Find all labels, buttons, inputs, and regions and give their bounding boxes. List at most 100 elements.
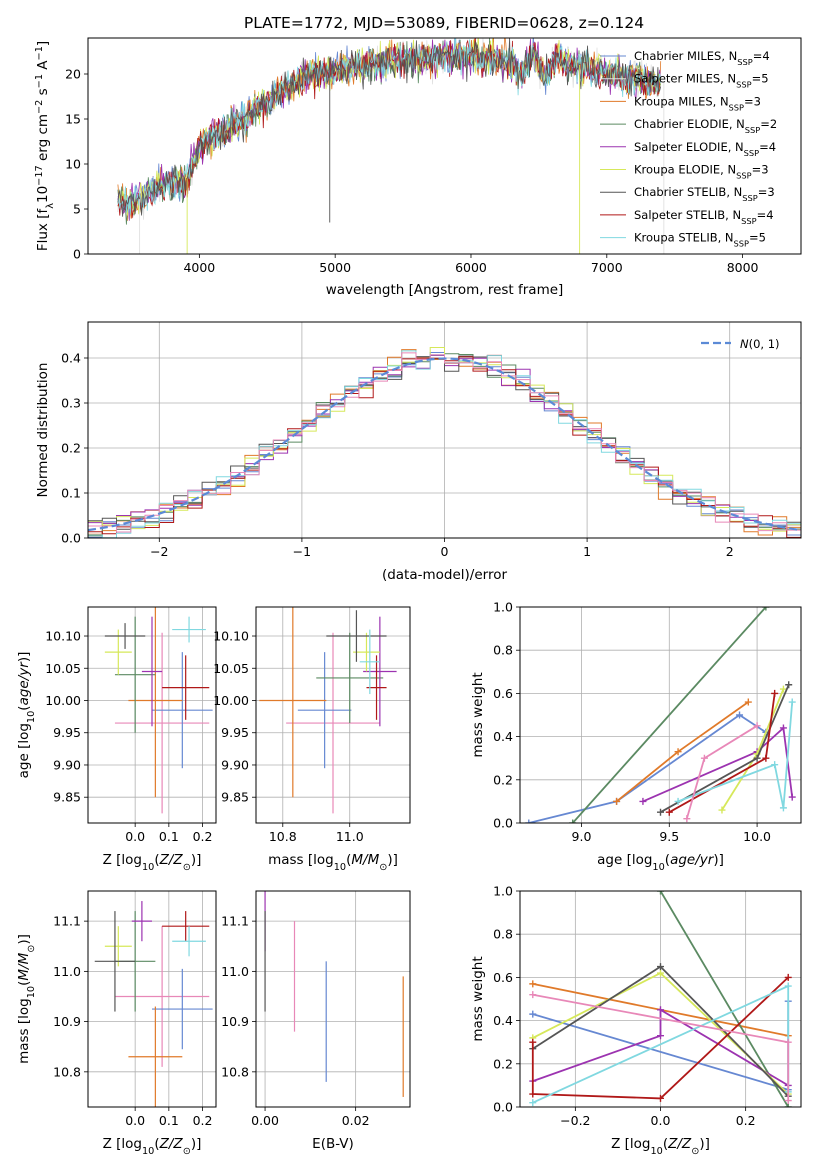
errorbar-point xyxy=(128,607,183,798)
x-tick-label: 10.8 xyxy=(269,829,297,844)
weight-line xyxy=(659,891,789,1107)
y-tick-label: 9.90 xyxy=(221,757,249,772)
weight-marker xyxy=(529,1099,537,1107)
legend-label: Chabrier STELIB, NSSP=3 xyxy=(634,185,775,203)
weight-marker xyxy=(683,815,691,823)
y-tick-label: 11.1 xyxy=(221,914,249,929)
y-tick-label: 10.8 xyxy=(53,1064,81,1079)
mass_vs_Z-points-group xyxy=(94,901,213,1107)
weight-marker xyxy=(525,819,533,823)
y-tick-label: 0.1 xyxy=(61,486,81,501)
weight-marker xyxy=(674,797,682,805)
mass_vs_Z-xlabel: Z [log10(Z/Z⊙)] xyxy=(103,1136,202,1157)
spectrum-panel: 4000 5000 6000 7000 8000 0 5 10 15 20 wavelength [… xyxy=(34,37,802,298)
weight-series-5 xyxy=(657,681,793,816)
weight-marker xyxy=(753,754,761,762)
y-tick-label: 0.4 xyxy=(61,351,81,366)
y-tick-label: 10.10 xyxy=(213,629,249,644)
x-tick-label: 4000 xyxy=(183,260,215,275)
weight-line xyxy=(677,701,794,809)
legend-label: Chabrier MILES, NSSP=4 xyxy=(634,49,770,67)
errorbar-point xyxy=(152,968,213,1050)
y-tick-label: 0.4 xyxy=(493,729,513,744)
weight-marker xyxy=(529,1010,537,1018)
x-tick-label: 0.0 xyxy=(125,1113,145,1128)
y-tick-label: 0.8 xyxy=(493,927,513,942)
age_vs_Z-points-group xyxy=(104,607,213,814)
x-tick-label: 0.2 xyxy=(736,1113,756,1128)
y-tick-label: 10.10 xyxy=(45,629,81,644)
weight-series-2 xyxy=(569,607,770,823)
weight-marker xyxy=(657,891,664,895)
legend-label: Chabrier ELODIE, NSSP=2 xyxy=(634,117,777,135)
y-tick-label: 10.8 xyxy=(221,1064,249,1079)
x-tick-label: 0.0 xyxy=(651,1113,671,1128)
plot-frame xyxy=(519,606,802,824)
weight-marker xyxy=(744,698,752,706)
weight-marker xyxy=(784,982,792,990)
x-tick-label: 6000 xyxy=(455,260,487,275)
errorbar-point xyxy=(172,926,206,957)
y-tick-label: 5 xyxy=(73,202,81,217)
x-tick-label: −1 xyxy=(293,544,311,559)
weight-marker xyxy=(762,607,770,611)
y-tick-label: 9.90 xyxy=(53,757,81,772)
errorbar-point xyxy=(94,911,136,1012)
mass_vs_ebv-xlabel: E(B-V) xyxy=(312,1136,354,1152)
errorbar-point xyxy=(326,610,387,662)
age_vs_mass-panel: 10.8 11.0 9.85 9.90 9.95 10.00 10.05 10.10 mass … xyxy=(213,606,411,873)
weight-marker xyxy=(784,1038,792,1046)
y-tick-label: 9.85 xyxy=(221,790,249,805)
y-tick-label: 9.95 xyxy=(221,725,249,740)
weight-marker xyxy=(657,1094,664,1102)
errorbar-point xyxy=(152,652,213,769)
spectrum-series-group xyxy=(117,38,665,254)
weight-marker xyxy=(639,797,647,805)
x-tick-label: 0.2 xyxy=(193,1113,213,1128)
y-tick-label: 0 xyxy=(73,247,81,262)
legend-label: Salpeter STELIB, NSSP=4 xyxy=(634,208,774,226)
weight-marker xyxy=(788,698,796,706)
plot-frame xyxy=(255,606,411,824)
y-tick-label: 10.05 xyxy=(213,661,249,676)
y-tick-label: 0.2 xyxy=(493,772,513,787)
age_vs_Z-panel: 0.0 0.1 0.2 9.85 9.90 9.95 10.00 10.05 10.10 Z [l… xyxy=(16,606,217,873)
weight_vs_Z-xlabel: Z [log10(Z/Z⊙)] xyxy=(611,1136,710,1157)
weight-line xyxy=(532,1008,789,1087)
gaussian-curve xyxy=(88,357,801,532)
y-tick-label: 0.4 xyxy=(493,1013,513,1028)
x-tick-label: 9.5 xyxy=(659,829,679,844)
mass_vs_Z-panel: 0.0 0.1 0.2 10.8 10.9 11.0 11.1 Z [log10(Z/Z⊙)]… xyxy=(16,890,217,1157)
weight-marker xyxy=(657,1006,664,1014)
x-tick-label: 0.1 xyxy=(159,829,179,844)
weight-series-1 xyxy=(613,698,752,805)
weight-marker xyxy=(762,754,770,762)
weight-marker xyxy=(736,711,744,719)
weight-marker xyxy=(529,1038,537,1046)
spectrum-title: PLATE=1772, MJD=53089, FIBERID=0628, z=0… xyxy=(244,14,644,32)
weight_vs_age-panel: 9.0 9.5 10.0 0.0 0.2 0.4 0.6 0.8 1.0 age [log10(a… xyxy=(470,600,802,873)
weight-marker xyxy=(784,1097,792,1105)
errorbar-point xyxy=(141,616,163,727)
y-tick-label: 20 xyxy=(65,67,81,82)
y-tick-label: 0.8 xyxy=(493,643,513,658)
y-tick-label: 9.85 xyxy=(53,790,81,805)
legend-label: Kroupa STELIB, NSSP=5 xyxy=(634,231,766,249)
legend-label: N(0, 1) xyxy=(740,337,780,351)
plot-frame xyxy=(87,890,217,1108)
weight-series-2 xyxy=(657,891,792,1107)
histogram-8 xyxy=(88,352,801,533)
weight_vs_Z-panel: −0.2 0.0 0.2 0.0 0.2 0.4 0.6 0.8 1.0 Z [log10(Z/Z… xyxy=(470,884,802,1157)
residuals-panel: −2 −1 0 1 2 0.0 0.1 0.2 0.3 0.4 (data-model)/error… xyxy=(35,321,802,583)
weight-marker xyxy=(785,681,793,689)
errorbar-point xyxy=(353,632,380,672)
weight-marker xyxy=(784,1103,792,1107)
weight-marker xyxy=(784,973,792,981)
errorbar-point xyxy=(104,629,132,675)
errorbar-point xyxy=(114,632,210,814)
weight-marker xyxy=(779,685,787,693)
weight-line xyxy=(528,713,767,823)
weight-marker xyxy=(657,1032,664,1040)
x-tick-label: 0 xyxy=(441,544,449,559)
